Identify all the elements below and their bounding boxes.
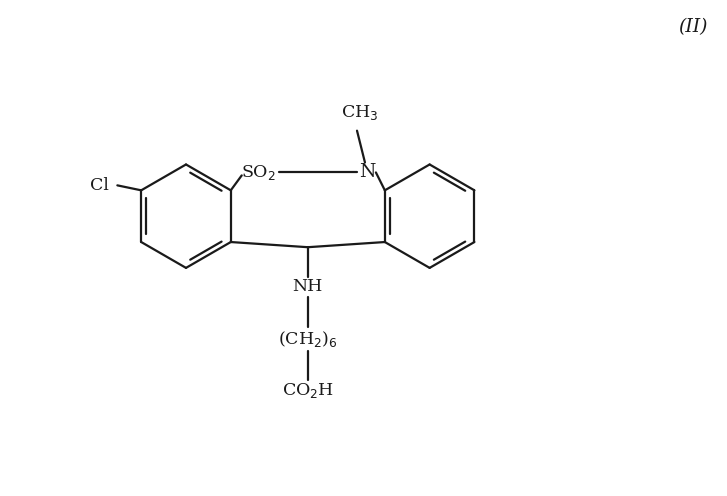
Text: SO$_2$: SO$_2$	[241, 163, 276, 182]
Text: N: N	[358, 163, 375, 182]
Text: Cl: Cl	[90, 177, 109, 194]
Text: CH$_3$: CH$_3$	[341, 103, 379, 122]
Text: (CH$_2$)$_6$: (CH$_2$)$_6$	[278, 329, 337, 349]
Text: CO$_2$H: CO$_2$H	[282, 381, 334, 400]
Text: NH: NH	[293, 278, 323, 296]
Text: (II): (II)	[678, 18, 708, 36]
